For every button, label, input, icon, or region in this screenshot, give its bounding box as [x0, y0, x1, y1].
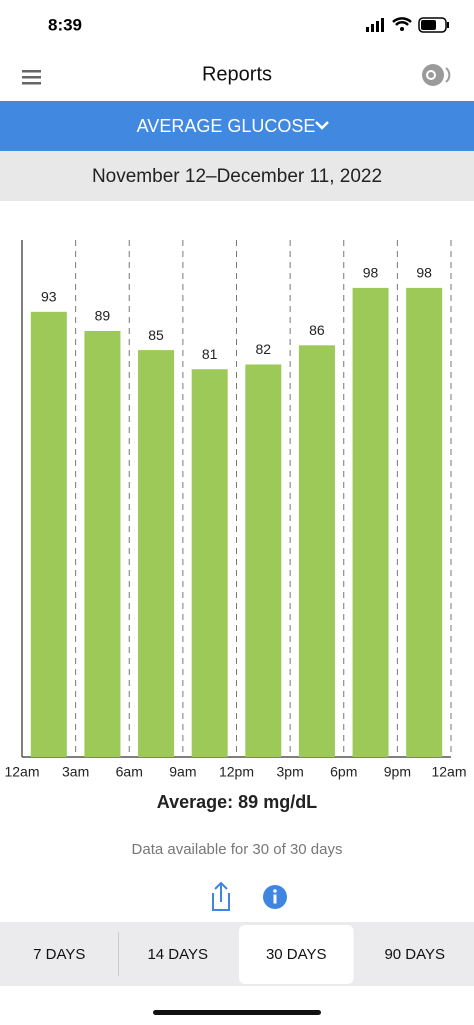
date-range: November 12–December 11, 2022: [92, 166, 382, 187]
menu-button[interactable]: [22, 70, 41, 85]
x-tick-label: 3am: [62, 764, 89, 780]
x-tick-label: 12pm: [219, 764, 254, 780]
bar: [84, 330, 121, 757]
tab-bar: [0, 922, 474, 986]
x-tick-label: 6am: [116, 764, 143, 780]
bar-value-label: 89: [95, 308, 111, 324]
home-indicator: [153, 1010, 321, 1015]
average: Average: 89 mg/dL: [157, 792, 317, 812]
bar-value-label: 82: [256, 341, 272, 357]
date-band: [0, 151, 474, 201]
x-tick-label: 9am: [169, 764, 196, 780]
header-title: Reports: [202, 63, 272, 85]
bar-value-label: 85: [148, 327, 164, 343]
sensor-button[interactable]: [422, 64, 451, 86]
x-tick-label: 9pm: [384, 764, 411, 780]
bar-value-label: 81: [202, 346, 218, 362]
bar: [406, 287, 443, 757]
bar: [30, 311, 67, 757]
chart: 12am 3am 6am 9am 12pm 3pm 6pm 9pm 12am 93 89 85 81 82…: [4, 240, 467, 780]
status-icons: [366, 17, 449, 33]
status-time: 8:39: [48, 15, 82, 34]
tab[interactable]: 90 DAYS: [384, 946, 445, 963]
share-button[interactable]: [212, 881, 230, 911]
x-tick-label: 12am: [431, 764, 466, 780]
bar-value-label: 93: [41, 289, 57, 305]
bar: [352, 287, 389, 757]
tab[interactable]: 7 DAYS: [33, 946, 85, 963]
bar: [138, 350, 175, 757]
bar-value-label: 98: [416, 265, 432, 281]
x-tick-label: 3pm: [277, 764, 304, 780]
tab-selected-bg: [239, 925, 354, 984]
availability: Data available for 30 of 30 days: [132, 841, 343, 858]
tab[interactable]: 30 DAYS: [266, 946, 327, 963]
bar: [245, 364, 282, 757]
bar: [191, 369, 228, 757]
x-tick-label: 12am: [4, 764, 39, 780]
bar-value-label: 98: [363, 265, 379, 281]
x-tick-label: 6pm: [330, 764, 357, 780]
bar-value-label: 86: [309, 322, 325, 338]
info-button[interactable]: [263, 885, 287, 909]
bar: [298, 345, 335, 757]
report-selector-label[interactable]: AVERAGE GLUCOSE: [137, 116, 316, 136]
report-selector[interactable]: AVERAGE GLUCOSE: [0, 101, 474, 151]
tab[interactable]: 14 DAYS: [147, 946, 208, 963]
